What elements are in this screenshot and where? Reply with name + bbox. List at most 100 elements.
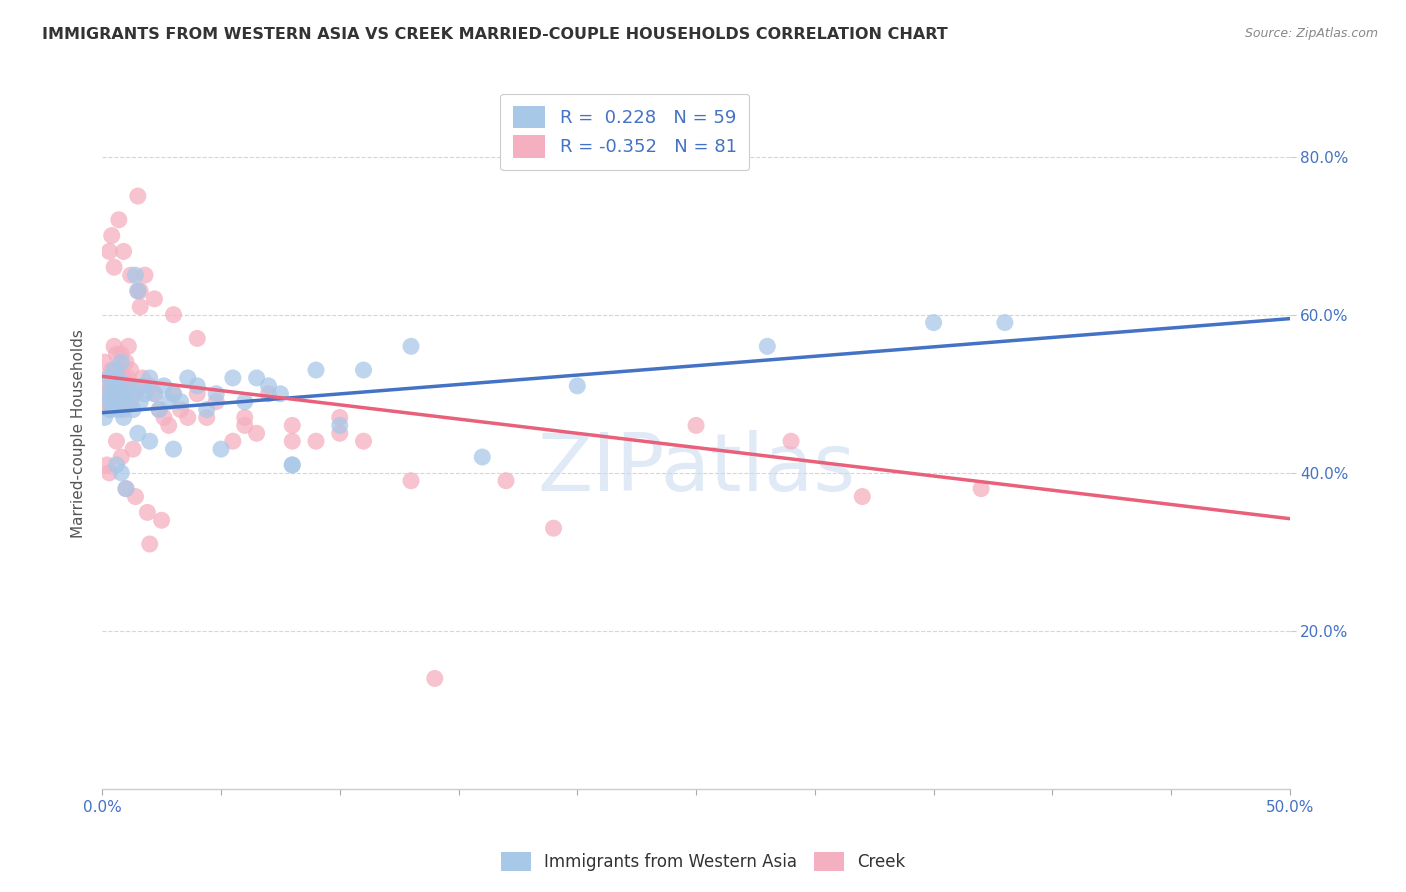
Point	[169, 402, 191, 417]
Point	[124, 268, 146, 282]
Point	[103, 363, 125, 377]
Point	[98, 371, 121, 385]
Point	[96, 386, 118, 401]
Point	[124, 386, 146, 401]
Point	[117, 379, 139, 393]
Point	[162, 386, 184, 401]
Point	[100, 363, 122, 377]
Point	[110, 379, 132, 393]
Point	[115, 386, 138, 401]
Point	[96, 458, 118, 472]
Point	[117, 371, 139, 385]
Point	[177, 371, 200, 385]
Point	[143, 386, 166, 401]
Point	[105, 347, 128, 361]
Point	[93, 386, 115, 401]
Point	[305, 434, 328, 449]
Point	[851, 490, 873, 504]
Point	[305, 363, 328, 377]
Point	[127, 284, 149, 298]
Point	[108, 402, 131, 417]
Point	[281, 434, 304, 449]
Point	[108, 363, 131, 377]
Point	[98, 394, 121, 409]
Point	[543, 521, 565, 535]
Point	[120, 386, 142, 401]
Point	[134, 386, 156, 401]
Point	[129, 284, 152, 298]
Point	[143, 386, 166, 401]
Point	[257, 386, 280, 401]
Point	[105, 386, 128, 401]
Point	[138, 371, 160, 385]
Point	[153, 379, 176, 393]
Point	[134, 268, 156, 282]
Point	[233, 394, 256, 409]
Point	[93, 355, 115, 369]
Legend: Immigrants from Western Asia, Creek: Immigrants from Western Asia, Creek	[492, 843, 914, 880]
Point	[108, 371, 131, 385]
Point	[162, 308, 184, 322]
Point	[209, 442, 232, 456]
Point	[98, 402, 121, 417]
Point	[353, 434, 375, 449]
Point	[148, 402, 170, 417]
Point	[103, 386, 125, 401]
Point	[685, 418, 707, 433]
Point	[108, 394, 131, 409]
Point	[195, 410, 218, 425]
Point	[353, 363, 375, 377]
Point	[281, 418, 304, 433]
Point	[100, 402, 122, 417]
Point	[756, 339, 779, 353]
Point	[103, 260, 125, 275]
Point	[162, 442, 184, 456]
Point	[122, 402, 145, 417]
Y-axis label: Married-couple Households: Married-couple Households	[72, 329, 86, 538]
Point	[124, 490, 146, 504]
Point	[103, 371, 125, 385]
Point	[103, 339, 125, 353]
Point	[117, 339, 139, 353]
Point	[129, 394, 152, 409]
Point	[222, 434, 245, 449]
Point	[186, 386, 208, 401]
Legend: R =  0.228   N = 59, R = -0.352   N = 81: R = 0.228 N = 59, R = -0.352 N = 81	[501, 94, 749, 170]
Point	[246, 371, 269, 385]
Point	[281, 458, 304, 472]
Point	[567, 379, 589, 393]
Point	[105, 379, 128, 393]
Point	[471, 450, 494, 464]
Point	[780, 434, 803, 449]
Point	[138, 434, 160, 449]
Point	[157, 394, 180, 409]
Point	[233, 410, 256, 425]
Point	[195, 402, 218, 417]
Point	[120, 363, 142, 377]
Point	[93, 410, 115, 425]
Point	[153, 410, 176, 425]
Point	[96, 371, 118, 385]
Point	[115, 482, 138, 496]
Point	[98, 466, 121, 480]
Point	[105, 434, 128, 449]
Point	[399, 474, 422, 488]
Point	[994, 316, 1017, 330]
Point	[115, 482, 138, 496]
Point	[186, 331, 208, 345]
Point	[110, 450, 132, 464]
Point	[157, 418, 180, 433]
Point	[115, 394, 138, 409]
Text: ZIPatlas: ZIPatlas	[537, 430, 855, 508]
Point	[169, 394, 191, 409]
Point	[162, 386, 184, 401]
Point	[110, 347, 132, 361]
Point	[100, 228, 122, 243]
Point	[112, 244, 135, 259]
Point	[110, 466, 132, 480]
Point	[122, 442, 145, 456]
Point	[269, 386, 291, 401]
Point	[100, 379, 122, 393]
Point	[186, 379, 208, 393]
Point	[127, 284, 149, 298]
